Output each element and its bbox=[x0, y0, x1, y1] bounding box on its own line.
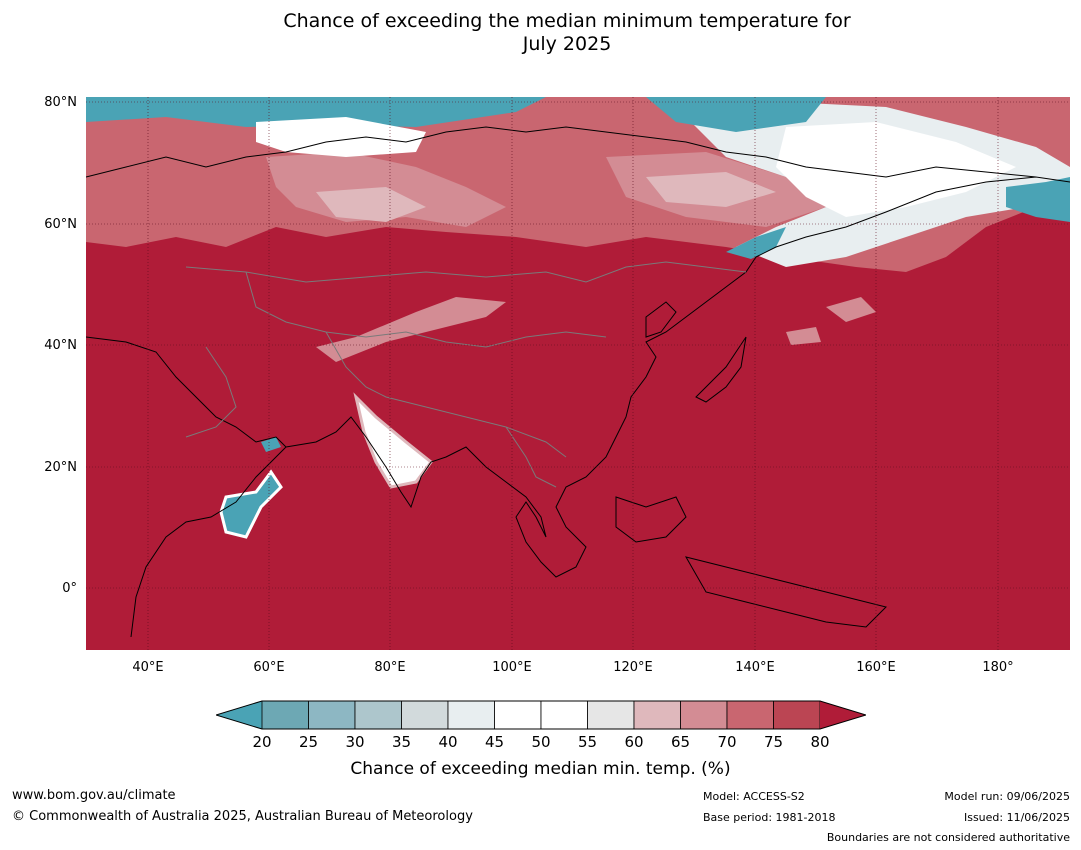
colorbar-outline bbox=[216, 700, 866, 730]
gulf-blue bbox=[261, 437, 281, 452]
colorbar-tick-label: 40 bbox=[438, 733, 458, 751]
india-white bbox=[356, 397, 431, 487]
lat-label-60n: 60°N bbox=[44, 217, 77, 232]
colorbar bbox=[216, 700, 866, 730]
colorbar-tick-label: 50 bbox=[531, 733, 551, 751]
colorbar-bin bbox=[540, 700, 588, 730]
issued-date: Issued: 11/06/2025 bbox=[963, 811, 1070, 824]
colorbar-bin bbox=[633, 700, 681, 730]
colorbar-bin bbox=[494, 700, 542, 730]
lat-label-80n: 80°N bbox=[44, 95, 77, 110]
colorbar-bin bbox=[680, 700, 728, 730]
colorbar-tick-label: 80 bbox=[810, 733, 830, 751]
lon-label-160e: 160°E bbox=[856, 660, 896, 675]
lon-label-120e: 120°E bbox=[613, 660, 653, 675]
colorbar-tick-label: 70 bbox=[717, 733, 737, 751]
copyright-notice: © Commonwealth of Australia 2025, Austra… bbox=[12, 809, 473, 824]
okhotsk-blue bbox=[726, 227, 786, 259]
lat-label-20n: 20°N bbox=[44, 460, 77, 475]
northeast-white-core bbox=[776, 122, 1016, 217]
colorbar-tick-label: 65 bbox=[670, 733, 691, 751]
pacific-pink-patch bbox=[786, 297, 876, 345]
map-canvas bbox=[86, 97, 1070, 650]
lon-label-40e: 40°E bbox=[132, 660, 164, 675]
model-run-date: Model run: 09/06/2025 bbox=[944, 790, 1070, 803]
lon-label-180: 180° bbox=[982, 660, 1014, 675]
lon-label-80e: 80°E bbox=[374, 660, 406, 675]
colorbar-tick-label: 35 bbox=[391, 733, 412, 751]
central-asia-pale bbox=[316, 297, 506, 362]
colorbar-tick-label: 20 bbox=[252, 733, 272, 751]
title-line-1: Chance of exceeding the median minimum t… bbox=[283, 10, 851, 32]
colorbar-high-arrow bbox=[820, 701, 866, 729]
probability-map bbox=[86, 97, 1070, 650]
colorbar-tick-label: 60 bbox=[624, 733, 644, 751]
lat-label-0: 0° bbox=[62, 581, 77, 596]
colorbar-bin bbox=[354, 700, 402, 730]
colorbar-bin bbox=[261, 700, 309, 730]
north-band-pale bbox=[316, 172, 776, 222]
colorbar-tick-label: 30 bbox=[345, 733, 365, 751]
bering-blue bbox=[1006, 177, 1070, 222]
colorbar-low-arrow bbox=[216, 701, 262, 729]
country-borders bbox=[185, 261, 747, 488]
colorbar-bin bbox=[401, 700, 449, 730]
website-link[interactable]: www.bom.gov.au/climate bbox=[12, 788, 176, 803]
colorbar-bin bbox=[726, 700, 774, 730]
colorbar-bin bbox=[308, 700, 356, 730]
lon-label-140e: 140°E bbox=[735, 660, 775, 675]
colorbar-tick-label: 45 bbox=[484, 733, 505, 751]
model-name: Model: ACCESS-S2 bbox=[703, 790, 805, 803]
colorbar-tick-label: 55 bbox=[577, 733, 598, 751]
boundaries-disclaimer: Boundaries are not considered authoritat… bbox=[826, 831, 1070, 844]
arabian-blue-edge bbox=[219, 469, 283, 539]
colorbar-bins bbox=[261, 700, 821, 730]
lon-label-100e: 100°E bbox=[492, 660, 532, 675]
lon-label-60e: 60°E bbox=[253, 660, 285, 675]
map-title: Chance of exceeding the median minimum t… bbox=[0, 10, 1081, 56]
arabian-sea-blue bbox=[221, 472, 281, 537]
graticule bbox=[86, 97, 1070, 650]
colorbar-label: Chance of exceeding median min. temp. (%… bbox=[350, 759, 731, 779]
colorbar-bin bbox=[587, 700, 635, 730]
india-white-edge bbox=[353, 392, 434, 489]
title-line-2: July 2025 bbox=[522, 33, 612, 55]
colorbar-bin bbox=[773, 700, 821, 730]
northwest-white bbox=[256, 117, 426, 157]
base-period: Base period: 1981-2018 bbox=[703, 811, 836, 824]
lat-label-40n: 40°N bbox=[44, 338, 77, 353]
colorbar-tick-label: 25 bbox=[298, 733, 319, 751]
colorbar-tick-label: 75 bbox=[763, 733, 784, 751]
colorbar-bin bbox=[447, 700, 495, 730]
